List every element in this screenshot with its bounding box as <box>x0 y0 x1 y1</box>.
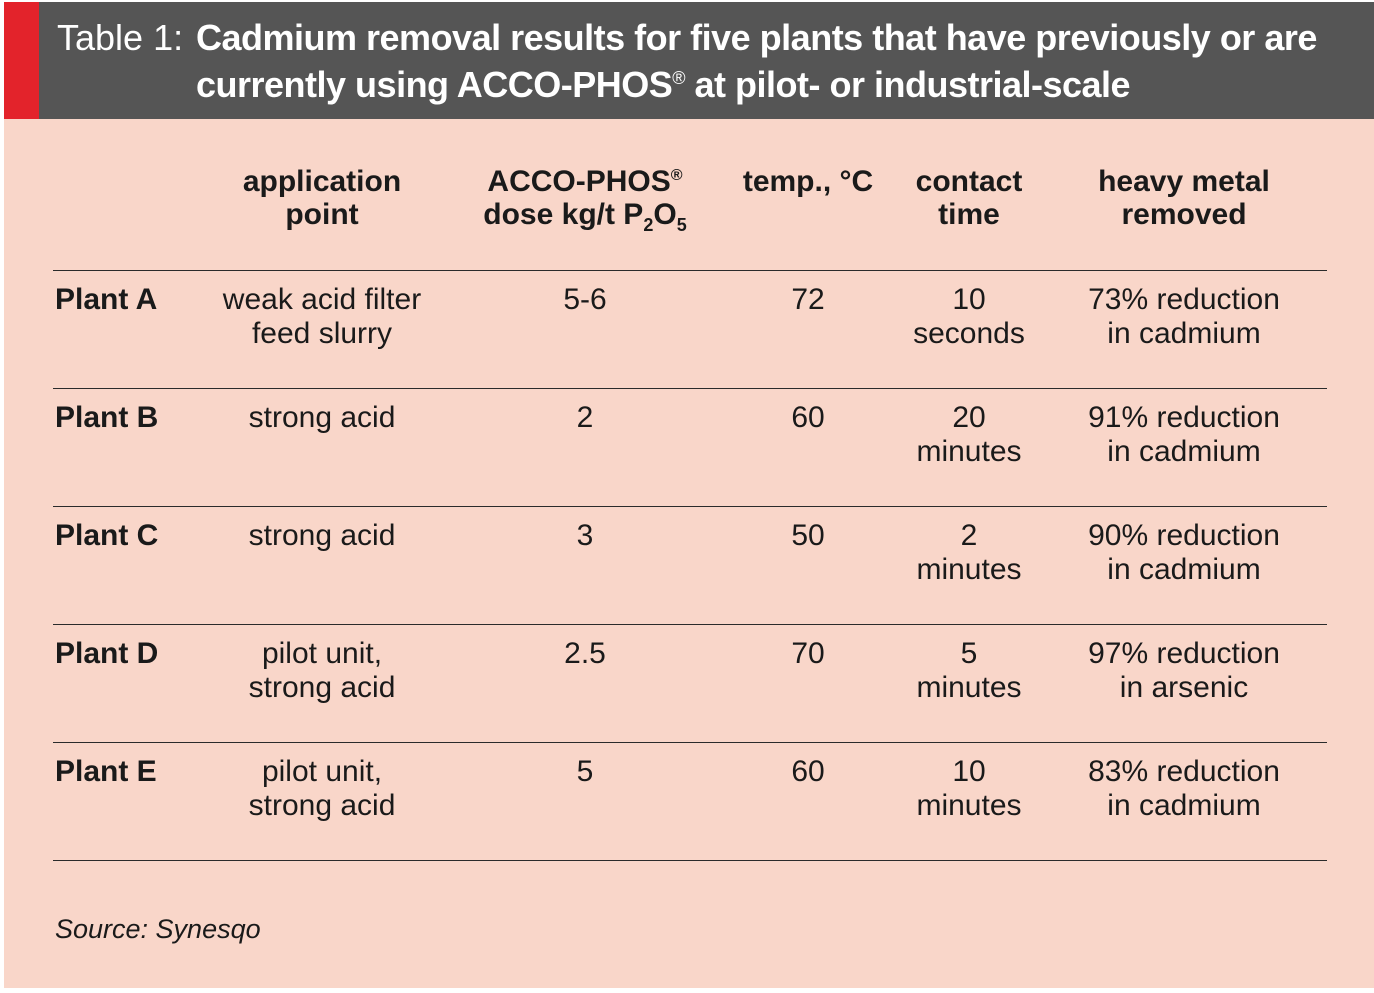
header-application-line2: point <box>285 198 359 231</box>
row-divider <box>53 506 1327 507</box>
temp-cell: 60 <box>791 401 825 434</box>
time-value: 2 <box>960 519 978 552</box>
plant-label: Plant C <box>55 519 159 552</box>
contact-time-cell: 5 minutes <box>889 637 1049 705</box>
header-metal-line1: heavy metal <box>1098 165 1270 198</box>
header-dose-sub1: 2 <box>643 215 654 235</box>
dose-cell: 2.5 <box>564 637 606 670</box>
application-line2 <box>192 553 452 587</box>
result-line1: 73% reduction <box>1088 283 1280 316</box>
header-application-line1: application <box>242 165 402 198</box>
application-line1: strong acid <box>248 401 396 434</box>
dose-cell: 5-6 <box>563 283 607 316</box>
application-line1: pilot unit, <box>261 637 383 670</box>
application-line1: weak acid filter <box>222 283 422 316</box>
header-time-line2: time <box>938 198 1000 231</box>
header-dose-product: ACCO-PHOS <box>487 165 671 198</box>
header-application-point: application point <box>192 165 452 231</box>
contact-time-cell: 10 seconds <box>889 283 1049 351</box>
contact-time-cell: 2 minutes <box>889 519 1049 587</box>
time-value: 20 <box>952 401 986 434</box>
temp-cell: 60 <box>791 755 825 788</box>
header-dose-sub2: 5 <box>676 215 687 235</box>
metal-removed-cell: 91% reduction in cadmium <box>1050 401 1318 469</box>
temp-cell: 70 <box>791 637 825 670</box>
result-line2: in cadmium <box>1107 435 1261 468</box>
result-line1: 83% reduction <box>1088 755 1280 788</box>
title-registered-mark: ® <box>672 68 685 88</box>
dose-cell: 3 <box>576 519 594 552</box>
title-text-main: Cadmium removal results for five plants … <box>196 17 1317 105</box>
time-unit: minutes <box>916 671 1022 704</box>
application-point-cell: pilot unit, strong acid <box>192 637 452 705</box>
result-line1: 90% reduction <box>1088 519 1280 552</box>
header-dose-registered-mark: ® <box>670 167 683 184</box>
title-bar <box>4 2 1374 119</box>
time-value: 10 <box>952 755 986 788</box>
contact-time-cell: 10 minutes <box>889 755 1049 823</box>
title-text-end: at pilot- or industrial-scale <box>685 64 1131 105</box>
time-unit: minutes <box>916 789 1022 822</box>
temp-cell: 50 <box>791 519 825 552</box>
metal-removed-cell: 97% reduction in arsenic <box>1050 637 1318 705</box>
result-line1: 97% reduction <box>1088 637 1280 670</box>
row-divider <box>53 624 1327 625</box>
time-unit: minutes <box>916 553 1022 586</box>
header-time-line1: contact <box>915 165 1023 198</box>
time-unit: seconds <box>913 317 1025 350</box>
time-value: 5 <box>960 637 978 670</box>
header-contact-time: contact time <box>889 165 1049 231</box>
plant-label: Plant D <box>55 637 159 670</box>
header-dose-unit: dose kg/t P <box>483 198 644 231</box>
metal-removed-cell: 73% reduction in cadmium <box>1050 283 1318 351</box>
header-dose-line1: ACCO-PHOS® <box>455 165 715 198</box>
application-point-cell: weak acid filter feed slurry <box>192 283 452 351</box>
dose-cell: 5 <box>576 755 594 788</box>
row-divider <box>53 270 1327 271</box>
header-heavy-metal: heavy metal removed <box>1050 165 1318 231</box>
application-line2 <box>192 435 452 469</box>
title-text: Cadmium removal results for five plants … <box>196 14 1336 108</box>
row-divider <box>53 860 1327 861</box>
application-line1: pilot unit, <box>261 755 383 788</box>
metal-removed-cell: 83% reduction in cadmium <box>1050 755 1318 823</box>
application-point-cell: strong acid <box>192 519 452 587</box>
temp-cell: 72 <box>791 283 825 316</box>
header-temp: temp., °C <box>742 165 874 198</box>
plant-label: Plant E <box>55 755 157 788</box>
header-dose-line2: dose kg/t P2O5 <box>455 198 715 234</box>
time-unit: minutes <box>916 435 1022 468</box>
result-line2: in arsenic <box>1119 671 1249 704</box>
source-note: Source: Synesqo <box>55 914 261 944</box>
row-divider <box>53 742 1327 743</box>
plant-label: Plant A <box>55 283 158 316</box>
dose-cell: 2 <box>576 401 594 434</box>
result-line2: in cadmium <box>1107 789 1261 822</box>
title-prefix: Table 1: <box>57 17 184 58</box>
result-line2: in cadmium <box>1107 553 1261 586</box>
application-line2: feed slurry <box>251 317 393 350</box>
result-line2: in cadmium <box>1107 317 1261 350</box>
header-metal-line2: removed <box>1121 198 1247 231</box>
application-point-cell: pilot unit, strong acid <box>192 755 452 823</box>
application-line2: strong acid <box>248 789 396 822</box>
metal-removed-cell: 90% reduction in cadmium <box>1050 519 1318 587</box>
application-line1: strong acid <box>248 519 396 552</box>
row-divider <box>53 388 1327 389</box>
application-line2: strong acid <box>248 671 396 704</box>
title-accent-stripe <box>4 2 39 119</box>
plant-label: Plant B <box>55 401 159 434</box>
time-value: 10 <box>952 283 986 316</box>
header-dose: ACCO-PHOS® dose kg/t P2O5 <box>455 165 715 234</box>
application-point-cell: strong acid <box>192 401 452 469</box>
contact-time-cell: 20 minutes <box>889 401 1049 469</box>
result-line1: 91% reduction <box>1088 401 1280 434</box>
table-panel <box>4 2 1374 988</box>
header-dose-unit-o: O <box>653 198 677 231</box>
